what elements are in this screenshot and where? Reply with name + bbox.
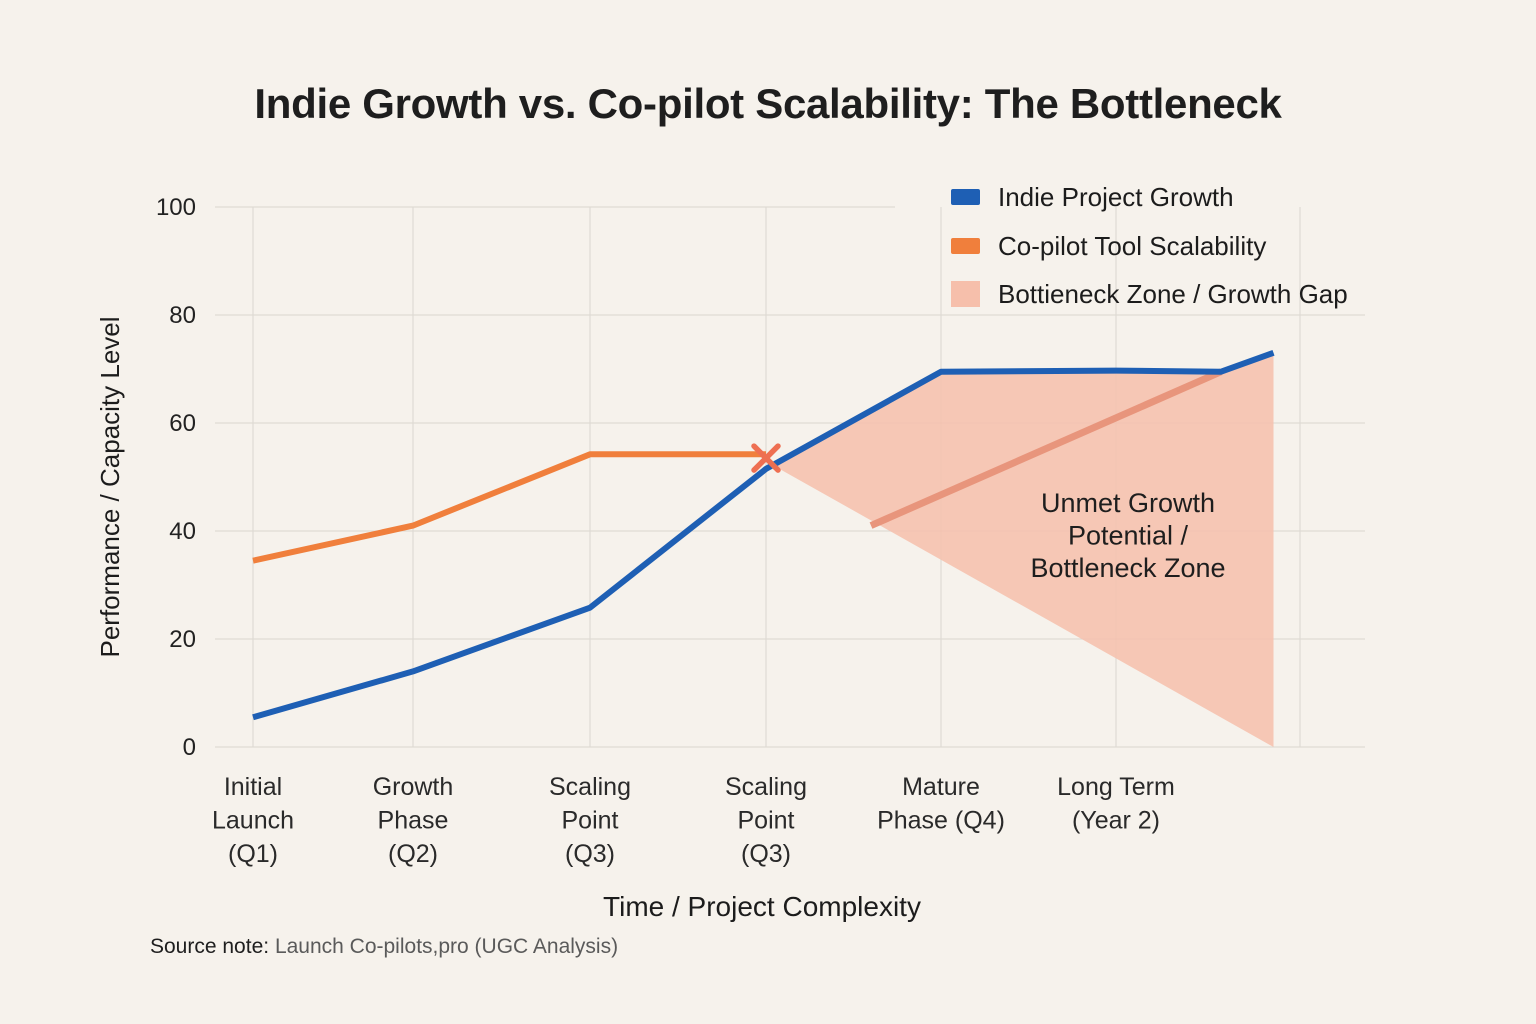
y-tick-label: 60 [169, 410, 196, 437]
series-line-indie-growth [252, 349, 1275, 721]
x-tick-label-line: Point [738, 807, 795, 835]
x-tick-label-line: (Year 2) [1072, 807, 1160, 835]
x-tick-label-line: Phase [378, 807, 449, 835]
x-tick-label: Mature Phase (Q4) [877, 773, 1005, 835]
bottleneck-zone-area [774, 352, 1274, 747]
legend-swatch [951, 189, 980, 205]
x-tick-label-line: Point [562, 807, 619, 835]
x-tick-label-line: Scaling [725, 773, 807, 801]
x-tick-label: Scaling Point (Q3) [725, 773, 807, 868]
legend: Indie Project Growth Co-pilot Tool Scalab… [951, 182, 1348, 309]
x-tick-label-line: Initial [224, 773, 282, 801]
bottleneck-zone [774, 352, 1274, 747]
x-tick-label: Long Term (Year 2) [1057, 773, 1175, 835]
bottleneck-annotation-line: Unmet Growth [1041, 488, 1215, 518]
x-tick-label-line: Phase (Q4) [877, 807, 1005, 835]
y-tick-label: 20 [169, 626, 196, 653]
x-tick-label: Initial Launch (Q1) [212, 773, 294, 868]
x-tick-label: Growth Phase (Q2) [373, 773, 454, 868]
x-tick-label-line: (Q3) [741, 840, 791, 868]
y-tick-label: 0 [183, 734, 196, 761]
y-axis-title: Performance / Capacity Level [95, 316, 125, 657]
legend-label: Co-pilot Tool Scalability [998, 231, 1266, 261]
axis-labels: 0 20 40 60 80 100 Initial Launch (Q1) Growth Phase… [95, 194, 1175, 922]
x-tick-label-line: Launch [212, 807, 294, 835]
bottleneck-marker-group [751, 443, 781, 473]
legend-swatch [951, 281, 980, 307]
series-lines [252, 349, 1275, 721]
bottleneck-annotation-line: Bottleneck Zone [1030, 553, 1225, 583]
x-tick-label-line: (Q3) [565, 840, 615, 868]
x-axis-title: Time / Project Complexity [603, 891, 921, 922]
series-line-copilot-scalability [252, 451, 766, 564]
x-tick-label-line: (Q1) [228, 840, 278, 868]
y-tick-label: 100 [156, 194, 196, 221]
bottleneck-annotation-line: Potential / [1068, 521, 1189, 551]
x-tick-label-line: Growth [373, 773, 454, 801]
x-tick-label-line: Long Term [1057, 773, 1175, 801]
source-note-label: Source note: [150, 935, 270, 958]
y-tick-label: 40 [169, 518, 196, 545]
bottleneck-annotation: Unmet Growth Potential / Bottleneck Zone [1030, 488, 1225, 583]
growth-gap-trend-line [869, 368, 1223, 529]
legend-label: Indie Project Growth [998, 182, 1234, 212]
x-tick-label-line: (Q2) [388, 840, 438, 868]
x-tick-label-line: Mature [902, 773, 980, 801]
bottleneck-marker-stroke [751, 443, 781, 473]
legend-label: Bottieneck Zone / Growth Gap [998, 279, 1348, 309]
source-note: Source note: Launch Co-pilots,pro (UGC A… [150, 935, 618, 959]
chart-title: Indie Growth vs. Co-pilot Scalability: T… [254, 80, 1282, 127]
source-note-value: Launch Co-pilots,pro (UGC Analysis) [274, 935, 619, 958]
y-tick-label: 80 [169, 302, 196, 329]
legend-swatch [951, 238, 980, 254]
x-tick-label: Scaling Point (Q3) [549, 773, 631, 868]
x-tick-label-line: Scaling [549, 773, 631, 801]
annotation-group: Unmet Growth Potential / Bottleneck Zone [1030, 488, 1225, 583]
